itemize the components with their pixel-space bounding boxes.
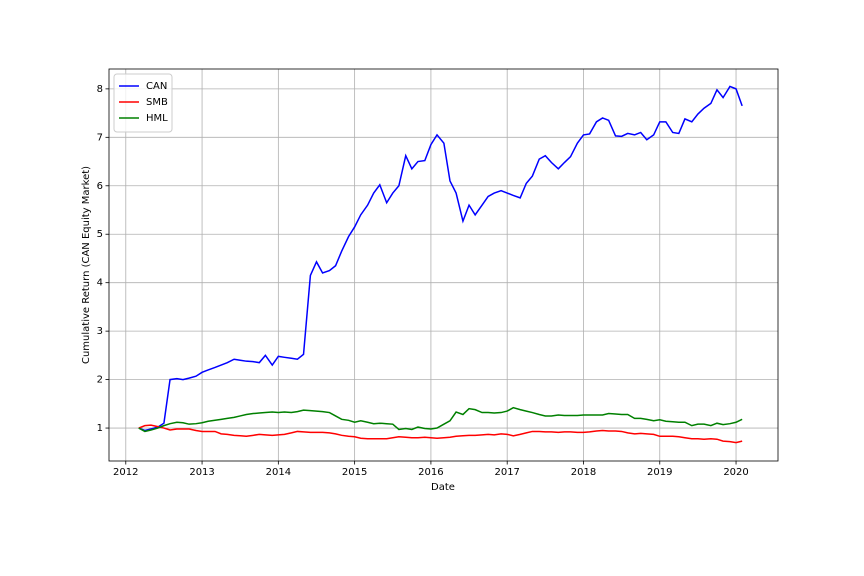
- y-tick-label: 7: [97, 132, 103, 143]
- plot-frame: [108, 68, 779, 462]
- line-series: [138, 85, 743, 432]
- legend-label: CAN: [146, 81, 167, 92]
- y-tick-label: 6: [97, 181, 103, 192]
- x-tick-label: 2017: [494, 467, 519, 478]
- y-tick-label: 5: [97, 229, 103, 240]
- line-series: [138, 424, 743, 444]
- x-tick-label: 2012: [113, 467, 138, 478]
- x-tick-label: 2019: [647, 467, 672, 478]
- legend-label: SMB: [146, 97, 168, 108]
- x-tick-label: 2013: [189, 467, 214, 478]
- legend-label: HML: [146, 113, 168, 124]
- x-tick-label: 2014: [266, 467, 291, 478]
- line-series: [138, 406, 743, 433]
- y-tick-label: 3: [97, 326, 103, 337]
- y-tick-label: 1: [97, 423, 103, 434]
- x-axis-label: Date: [431, 482, 455, 493]
- x-tick-label: 2016: [418, 467, 443, 478]
- y-tick-label: 8: [97, 84, 103, 95]
- x-tick-label: 2015: [342, 467, 367, 478]
- y-tick-label: 4: [97, 278, 103, 289]
- y-axis-label: Cumulative Return (CAN Equity Market): [81, 166, 92, 364]
- x-tick-label: 2020: [723, 467, 748, 478]
- y-tick-label: 2: [97, 375, 103, 386]
- x-tick-label: 2018: [571, 467, 596, 478]
